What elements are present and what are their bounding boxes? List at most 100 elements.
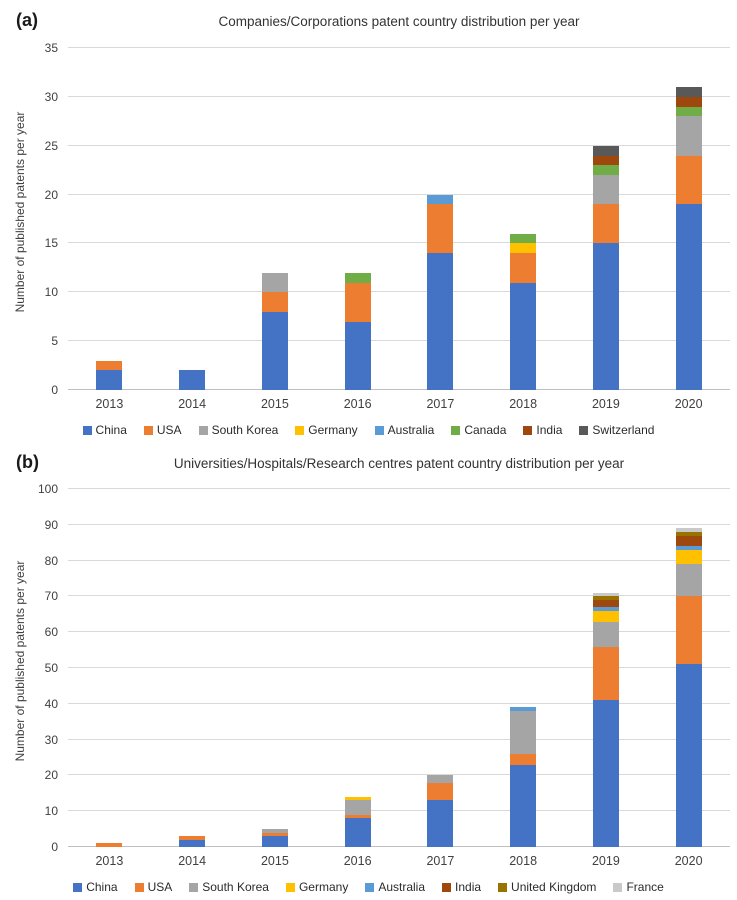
x-tick-label: 2016 [343, 854, 372, 868]
x-tick-label: 2020 [674, 397, 703, 411]
bar-2018 [510, 48, 537, 390]
gridline [68, 144, 730, 146]
y-tick-label: 30 [44, 89, 58, 104]
bar-2016 [344, 48, 371, 390]
bar-segment-germany [675, 549, 702, 565]
bar-segment-usa [675, 596, 702, 665]
gridline [68, 559, 730, 561]
bar-segment-germany [592, 610, 619, 622]
bar-segment-india [592, 600, 619, 608]
x-tick-label: 2013 [95, 397, 124, 411]
bar-segment-france [675, 528, 702, 532]
bar-2020 [675, 489, 702, 847]
bar-segment-china [510, 764, 537, 847]
legend-label: USA [147, 880, 173, 894]
legend-item-united-kingdom: United Kingdom [498, 880, 596, 894]
bar-segment-south-korea [344, 800, 371, 815]
gridline [68, 774, 730, 776]
bar-segment-usa [96, 843, 123, 847]
bar-2015 [261, 489, 288, 847]
legend-swatch-icon [143, 425, 153, 435]
bar-segment-usa [344, 282, 371, 322]
gridline [68, 523, 730, 525]
panel-b-label: (b) [16, 452, 39, 472]
x-tick-label: 2019 [591, 397, 620, 411]
y-tick-label: 15 [44, 236, 58, 251]
legend-label: China [95, 423, 127, 437]
legend-item-switzerland: Switzerland [579, 423, 654, 437]
bar-segment-china [427, 800, 454, 847]
bar-segment-china [261, 311, 288, 390]
bar-segment-china [96, 370, 123, 390]
legend-item-china: China [73, 880, 118, 894]
legend-item-india: India [523, 423, 562, 437]
bar-segment-usa [261, 832, 288, 837]
legend-swatch-icon [285, 882, 295, 892]
bar-segment-usa [510, 253, 537, 283]
legend-label: China [86, 880, 118, 894]
gridline [68, 810, 730, 812]
legend-item-south-korea: South Korea [189, 880, 269, 894]
bar-segment-china [344, 321, 371, 390]
legend-label: USA [156, 423, 182, 437]
bar-segment-india [675, 96, 702, 107]
bar-segment-usa [179, 836, 206, 840]
bar-2018 [510, 489, 537, 847]
x-tick-label: 2016 [343, 397, 372, 411]
bar-segment-india [592, 155, 619, 166]
legend-swatch-icon [613, 882, 623, 892]
bar-segment-china [179, 370, 206, 390]
bar-2014 [179, 48, 206, 390]
y-tick-label: 5 [51, 334, 58, 349]
x-tick-label: 2013 [95, 854, 124, 868]
legend-item-south-korea: South Korea [198, 423, 279, 437]
bar-segment-united-kingdom [675, 531, 702, 536]
legend-label: France [626, 880, 664, 894]
legend-label: Germany [298, 880, 349, 894]
legend-item-australia: Australia [374, 423, 435, 437]
bar-segment-south-korea [261, 272, 288, 293]
legend-swatch-icon [295, 425, 305, 435]
gridline [68, 95, 730, 97]
bar-segment-south-korea [675, 116, 702, 156]
legend-swatch-icon [189, 882, 199, 892]
legend-label: South Korea [202, 880, 269, 894]
bar-segment-south-korea [261, 829, 288, 833]
legend-swatch-icon [442, 882, 452, 892]
x-tick-label: 2017 [426, 854, 455, 868]
bar-segment-china [592, 243, 619, 390]
bar-segment-south-korea [510, 710, 537, 754]
gridline [68, 488, 730, 489]
bar-2019 [592, 489, 619, 847]
legend-swatch-icon [523, 425, 533, 435]
bar-segment-canada [675, 106, 702, 117]
bar-segment-australia [427, 194, 454, 205]
y-tick-label: 30 [44, 732, 58, 747]
bar-2017 [427, 489, 454, 847]
x-tick-label: 2018 [509, 854, 538, 868]
legend-label: Australia [387, 423, 435, 437]
bar-segment-switzerland [592, 145, 619, 156]
legend-label: South Korea [211, 423, 279, 437]
x-axis-line [68, 389, 730, 390]
y-tick-label: 50 [44, 661, 58, 675]
x-axis-line [68, 846, 730, 847]
bar-2013 [96, 48, 123, 390]
legend-swatch-icon [498, 882, 508, 892]
panel-a-chart-title: Companies/Corporations patent country di… [218, 14, 580, 29]
bar-segment-china [344, 818, 371, 847]
y-tick-label: 25 [44, 138, 58, 153]
bar-segment-usa [344, 814, 371, 819]
bar-segment-south-korea [427, 775, 454, 783]
x-tick-label: 2017 [426, 397, 455, 411]
gridline [68, 242, 730, 244]
legend-label: United Kingdom [511, 880, 597, 894]
bar-2016 [344, 489, 371, 847]
bar-segment-south-korea [592, 175, 619, 205]
panel-a-legend: China USA South Korea Germany Australia Canad… [30, 423, 707, 437]
x-tick-label: 2014 [178, 854, 207, 868]
legend-swatch-icon [82, 425, 92, 435]
bar-segment-germany [510, 243, 537, 254]
panel-a-plot-area: 0 5 10 15 20 25 30 35 2013 2014 2015 2016 2017 2018 20… [45, 41, 730, 411]
